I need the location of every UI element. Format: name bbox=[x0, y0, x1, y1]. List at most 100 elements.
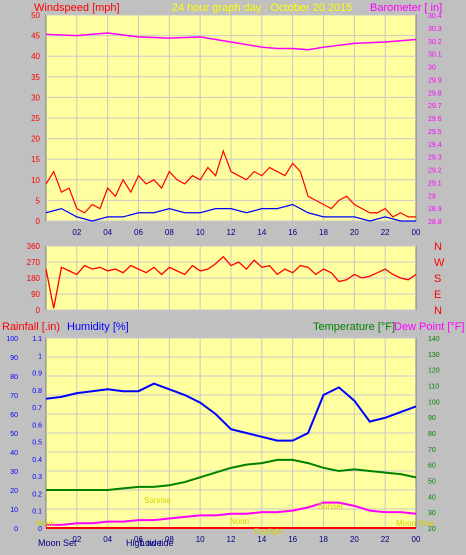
rainfall-axis-ticks: 0 10 20 30 40 50 60 70 80 90 100 bbox=[6, 336, 18, 533]
direction-label-w: W bbox=[434, 257, 445, 269]
direction-tick: 360 bbox=[27, 242, 41, 251]
direction-label-s: S bbox=[434, 273, 441, 285]
barometer-tick: 28.9 bbox=[428, 206, 442, 213]
temperature-tick: 50 bbox=[428, 479, 436, 486]
time-tick: 20 bbox=[350, 228, 359, 237]
noon-label-2: Noon bbox=[36, 519, 55, 528]
climate-plot-grid bbox=[46, 337, 416, 529]
rainfall-tick: 90 bbox=[10, 355, 18, 362]
barometer-tick: 29.2 bbox=[428, 168, 442, 175]
time-tick: 14 bbox=[257, 228, 266, 237]
direction-series bbox=[45, 255, 417, 309]
temperature-tick: 90 bbox=[428, 415, 436, 422]
temperature-tick: 110 bbox=[428, 384, 439, 391]
time-tick: 18 bbox=[319, 228, 328, 237]
noon-label: Noon bbox=[230, 517, 249, 526]
time-tick: 06 bbox=[134, 228, 143, 237]
humidity-tick: 1 bbox=[38, 353, 42, 360]
rainfall-tick: 60 bbox=[10, 412, 18, 419]
direction-label-e: E bbox=[434, 289, 441, 301]
barometer-tick: 29.4 bbox=[428, 142, 442, 149]
series-line-humidity bbox=[45, 382, 417, 442]
barometer-tick: 30.4 bbox=[428, 13, 442, 20]
time-tick: 04 bbox=[103, 228, 112, 237]
time-tick: 10 bbox=[196, 535, 205, 544]
sunset-label: Sunset bbox=[318, 502, 344, 511]
humidity-tick: 0.5 bbox=[32, 440, 42, 447]
direction-plot-grid bbox=[46, 245, 416, 311]
temperature-tick: 40 bbox=[428, 494, 436, 501]
time-tick: 14 bbox=[257, 535, 266, 544]
wind-plot-grid bbox=[46, 14, 416, 222]
windspeed-tick: 45 bbox=[31, 32, 40, 41]
time-tick: 00 bbox=[412, 228, 421, 237]
time-tick: 08 bbox=[165, 228, 174, 237]
humidity-tick: 0.4 bbox=[32, 457, 42, 464]
time-tick: 20 bbox=[350, 535, 359, 544]
barometer-tick: 30.2 bbox=[428, 39, 442, 46]
windspeed-tick: 15 bbox=[31, 155, 40, 164]
series-line-barometer-in- bbox=[45, 32, 417, 51]
windspeed-tick: 25 bbox=[31, 114, 40, 123]
time-tick: 12 bbox=[227, 228, 236, 237]
windspeed-tick: 40 bbox=[31, 52, 40, 61]
temperature-tick: 60 bbox=[428, 463, 436, 470]
humidity-tick: 0.6 bbox=[32, 422, 42, 429]
windspeed-axis-label: Windspeed [mph] bbox=[34, 2, 120, 14]
series-line-dew-point-f bbox=[46, 501, 417, 526]
direction-tick: 270 bbox=[27, 258, 41, 267]
barometer-tick: 30.3 bbox=[428, 26, 442, 33]
climate-series bbox=[45, 382, 417, 529]
barometer-axis-ticks: 28.8 28.9 29 29.1 29.2 29.3 29.4 29.5 29.6 29.7 29… bbox=[428, 13, 442, 226]
rainfall-tick: 10 bbox=[10, 507, 18, 514]
series-line-windspeed-mph- bbox=[45, 149, 416, 218]
climate-x-axis-ticks: 02 04 06 08 10 12 14 16 18 20 22 00 bbox=[72, 535, 421, 544]
humidity-tick: 0.9 bbox=[32, 371, 42, 378]
direction-axis-ticks: 0 90 180 270 360 bbox=[27, 242, 41, 315]
rainfall-tick: 100 bbox=[6, 336, 18, 343]
sunrise-label: Sunrise bbox=[144, 496, 172, 505]
windspeed-tick: 35 bbox=[31, 73, 40, 82]
barometer-tick: 29.1 bbox=[428, 180, 442, 187]
time-tick: 16 bbox=[288, 535, 297, 544]
temperature-axis-ticks: 20 30 40 50 60 70 80 90 100 110 120 130 140 bbox=[428, 336, 440, 533]
dewpoint-axis-label: Dew Point [°F] bbox=[394, 321, 464, 333]
rainfall-tick: 30 bbox=[10, 469, 18, 476]
barometer-tick: 30 bbox=[428, 65, 436, 72]
time-tick: 04 bbox=[103, 535, 112, 544]
direction-tick: 90 bbox=[31, 290, 40, 299]
time-tick: 06 bbox=[134, 535, 143, 544]
humidity-axis-ticks: 0 0.1 0.2 0.3 0.4 0.5 0.6 0.7 0.8 0.9 1 1.1 bbox=[32, 336, 42, 533]
series-line-gust bbox=[45, 203, 416, 222]
humidity-tick: 0.1 bbox=[32, 509, 42, 516]
temperature-tick: 70 bbox=[428, 447, 436, 454]
rainfall-tick: 70 bbox=[10, 393, 18, 400]
humidity-tick: 0.2 bbox=[32, 491, 42, 498]
barometer-tick: 29.7 bbox=[428, 103, 442, 110]
barometer-tick: 29.3 bbox=[428, 155, 442, 162]
hightide-label: High tide bbox=[126, 538, 162, 548]
time-tick: 16 bbox=[288, 228, 297, 237]
temperature-tick: 30 bbox=[428, 510, 436, 517]
barometer-tick: 29.9 bbox=[428, 77, 442, 84]
temperature-axis-label: Temperature [°F] bbox=[313, 321, 395, 333]
time-tick: 18 bbox=[319, 535, 328, 544]
temperature-tick: 80 bbox=[428, 431, 436, 438]
windspeed-tick: 0 bbox=[36, 217, 41, 226]
wind-series bbox=[45, 32, 417, 222]
barometer-tick: 29 bbox=[428, 193, 436, 200]
moonset-label: Moon Set bbox=[38, 538, 77, 548]
time-tick: 22 bbox=[381, 228, 390, 237]
temperature-tick: 20 bbox=[428, 526, 436, 533]
temperature-tick: 120 bbox=[428, 368, 440, 375]
rainfall-tick: 80 bbox=[10, 374, 18, 381]
temperature-tick: 140 bbox=[428, 336, 440, 343]
time-tick: 12 bbox=[227, 535, 236, 544]
humidity-tick: 0 bbox=[38, 526, 42, 533]
daylight-label: Daylight bbox=[254, 527, 284, 536]
windspeed-tick: 50 bbox=[31, 11, 40, 20]
barometer-tick: 29.6 bbox=[428, 116, 442, 123]
direction-tick: 0 bbox=[36, 306, 41, 315]
temperature-tick: 130 bbox=[428, 352, 440, 359]
